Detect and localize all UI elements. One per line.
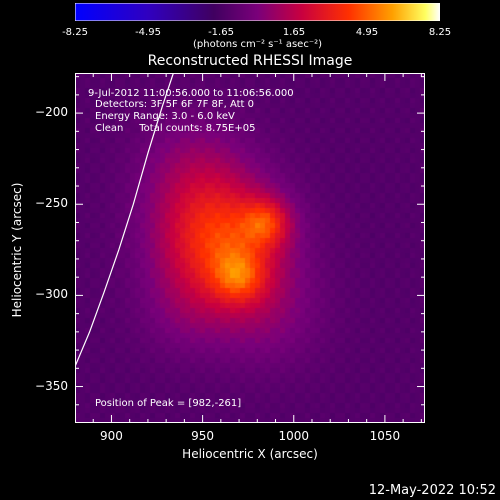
colorbar-tick-label: -1.65 [208,27,234,38]
x-tick-label: 900 [100,429,123,443]
x-axis-label: Heliocentric X (arcsec) [182,447,318,461]
colorbar [75,3,440,21]
chart-title: Reconstructed RHESSI Image [147,53,353,69]
clean-counts-annotation: Clean Total counts: 8.75E+05 [95,123,256,134]
energy-range-annotation: Energy Range: 3.0 - 6.0 keV [95,111,235,122]
colorbar-tick-label: -8.25 [62,27,88,38]
colorbar-tick-label: -4.95 [135,27,161,38]
colorbar-unit-label: (photons cm⁻² s⁻¹ asec⁻²) [192,39,323,50]
detectors-annotation: Detectors: 3F 5F 6F 7F 8F, Att 0 [95,99,255,110]
peak-position-annotation: Position of Peak = [982,-261] [95,398,242,409]
colorbar-gradient [75,3,440,21]
colorbar-tick-label: 4.95 [355,27,379,38]
y-axis-label: Heliocentric Y (arcsec) [10,182,24,318]
time-range-annotation: 9-Jul-2012 11:00:56.000 to 11:06:56.000 [88,88,294,99]
solar-limb-line [75,73,174,367]
colorbar-tick-label: 8.25 [428,27,452,38]
y-tick-label: −300 [35,287,68,302]
x-tick-label: 950 [191,429,215,443]
colorbar-tick-label: 1.65 [282,27,306,38]
y-tick-label: −250 [35,196,68,211]
heatmap-image [75,73,425,423]
footer-date: 12-May-2022 10:52 [368,483,496,498]
plot-frame [75,73,425,423]
plot-overlay [75,73,425,423]
x-tick-label: 1000 [278,429,310,443]
x-tick-label: 1050 [369,429,401,443]
y-tick-label: −350 [35,378,68,393]
y-tick-label: −200 [35,105,68,120]
